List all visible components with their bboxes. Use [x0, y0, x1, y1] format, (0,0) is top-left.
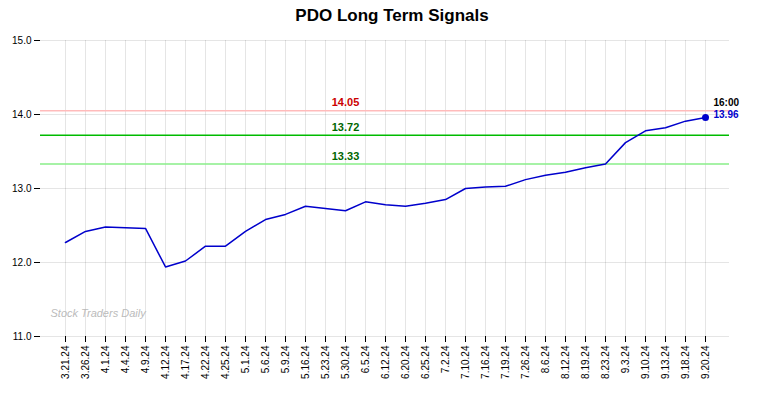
svg-text:15.0: 15.0 [12, 35, 32, 46]
svg-text:3.26.24: 3.26.24 [80, 345, 91, 379]
svg-text:6.5.24: 6.5.24 [360, 345, 371, 373]
svg-text:9.18.24: 9.18.24 [680, 345, 691, 379]
svg-text:8.19.24: 8.19.24 [580, 345, 591, 379]
svg-text:8.6.24: 8.6.24 [540, 345, 551, 373]
svg-text:4.4.24: 4.4.24 [120, 345, 131, 373]
svg-text:4.1.24: 4.1.24 [100, 345, 111, 373]
html-text:PDO Long Term Signals: PDO Long Term Signals [295, 6, 489, 25]
svg-text:5.16.24: 5.16.24 [300, 345, 311, 379]
svg-text:7.2.24: 7.2.24 [440, 345, 451, 373]
svg-text:12.0: 12.0 [12, 257, 32, 268]
svg-text:5.1.24: 5.1.24 [240, 345, 251, 373]
svg-text:7.19.24: 7.19.24 [500, 345, 511, 379]
svg-text:7.16.24: 7.16.24 [480, 345, 491, 379]
svg-text:5.9.24: 5.9.24 [280, 345, 291, 373]
svg-text:7.10.24: 7.10.24 [460, 345, 471, 379]
svg-text:14.0: 14.0 [12, 109, 32, 120]
svg-text:14.05: 14.05 [332, 96, 360, 108]
svg-text:3.21.24: 3.21.24 [60, 345, 71, 379]
svg-text:4.17.24: 4.17.24 [180, 345, 191, 379]
svg-text:6.25.24: 6.25.24 [420, 345, 431, 379]
svg-text:5.30.24: 5.30.24 [340, 345, 351, 379]
svg-text:4.25.24: 4.25.24 [220, 345, 231, 379]
svg-text:5.6.24: 5.6.24 [260, 345, 271, 373]
svg-text:9.13.24: 9.13.24 [660, 345, 671, 379]
svg-text:6.20.24: 6.20.24 [400, 345, 411, 379]
svg-text:13.33: 13.33 [332, 150, 360, 162]
svg-text:7.26.24: 7.26.24 [520, 345, 531, 379]
svg-text:6.12.24: 6.12.24 [380, 345, 391, 379]
svg-text:13.0: 13.0 [12, 183, 32, 194]
svg-text:9.3.24: 9.3.24 [620, 345, 631, 373]
svg-text:16:00: 16:00 [714, 97, 740, 108]
svg-text:4.9.24: 4.9.24 [140, 345, 151, 373]
svg-text:4.12.24: 4.12.24 [160, 345, 171, 379]
svg-text:4.22.24: 4.22.24 [200, 345, 211, 379]
svg-text:9.10.24: 9.10.24 [640, 345, 651, 379]
svg-text:13.96: 13.96 [714, 109, 739, 120]
svg-text:8.23.24: 8.23.24 [600, 345, 611, 379]
svg-text:11.0: 11.0 [13, 331, 32, 342]
svg-text:5.23.24: 5.23.24 [320, 345, 331, 379]
svg-text:9.20.24: 9.20.24 [700, 345, 711, 379]
svg-text:8.12.24: 8.12.24 [560, 345, 571, 379]
svg-text:Stock Traders Daily: Stock Traders Daily [51, 307, 148, 319]
svg-text:13.72: 13.72 [332, 121, 360, 133]
